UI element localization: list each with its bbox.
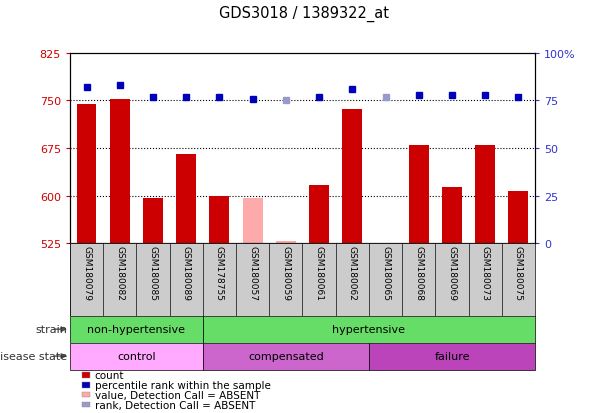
- Bar: [103, 244, 136, 316]
- Text: count: count: [95, 370, 125, 380]
- Text: hypertensive: hypertensive: [333, 324, 406, 335]
- Bar: [176, 155, 196, 244]
- Text: strain: strain: [35, 324, 67, 335]
- Text: GSM180075: GSM180075: [514, 246, 523, 301]
- Bar: [143, 198, 163, 244]
- Bar: [369, 244, 402, 316]
- Bar: [402, 244, 435, 316]
- Text: GSM180073: GSM180073: [481, 246, 489, 301]
- Text: GSM180068: GSM180068: [414, 246, 423, 301]
- Text: GSM180089: GSM180089: [182, 246, 191, 301]
- Text: GSM180059: GSM180059: [282, 246, 291, 301]
- Text: GSM180061: GSM180061: [314, 246, 323, 301]
- Text: GSM180085: GSM180085: [148, 246, 157, 301]
- Bar: [203, 343, 369, 370]
- Bar: [369, 343, 535, 370]
- Bar: [203, 244, 236, 316]
- Text: control: control: [117, 351, 156, 361]
- Bar: [302, 244, 336, 316]
- Text: non-hypertensive: non-hypertensive: [88, 324, 185, 335]
- Bar: [236, 244, 269, 316]
- Bar: [110, 99, 130, 244]
- Bar: [209, 196, 229, 244]
- Text: GSM178755: GSM178755: [215, 246, 224, 301]
- Bar: [336, 244, 369, 316]
- Bar: [469, 244, 502, 316]
- Text: compensated: compensated: [248, 351, 323, 361]
- Text: failure: failure: [434, 351, 470, 361]
- Bar: [475, 145, 495, 244]
- Text: value, Detection Call = ABSENT: value, Detection Call = ABSENT: [95, 390, 260, 400]
- Bar: [502, 244, 535, 316]
- Bar: [342, 109, 362, 244]
- Bar: [70, 343, 203, 370]
- Bar: [276, 242, 296, 244]
- Text: GSM180062: GSM180062: [348, 246, 357, 301]
- Bar: [442, 188, 462, 244]
- Bar: [309, 185, 329, 244]
- Text: GDS3018 / 1389322_at: GDS3018 / 1389322_at: [219, 6, 389, 22]
- Bar: [203, 316, 535, 343]
- Bar: [508, 192, 528, 244]
- Text: GSM180069: GSM180069: [447, 246, 457, 301]
- Text: GSM180057: GSM180057: [248, 246, 257, 301]
- Text: rank, Detection Call = ABSENT: rank, Detection Call = ABSENT: [95, 400, 255, 410]
- Bar: [409, 145, 429, 244]
- Text: disease state: disease state: [0, 351, 67, 361]
- Text: GSM180079: GSM180079: [82, 246, 91, 301]
- Bar: [170, 244, 203, 316]
- Bar: [269, 244, 302, 316]
- Bar: [243, 198, 263, 244]
- Bar: [136, 244, 170, 316]
- Text: GSM180082: GSM180082: [116, 246, 124, 301]
- Bar: [70, 244, 103, 316]
- Bar: [435, 244, 469, 316]
- Text: percentile rank within the sample: percentile rank within the sample: [95, 380, 271, 390]
- Bar: [77, 104, 97, 244]
- Bar: [70, 316, 203, 343]
- Text: GSM180065: GSM180065: [381, 246, 390, 301]
